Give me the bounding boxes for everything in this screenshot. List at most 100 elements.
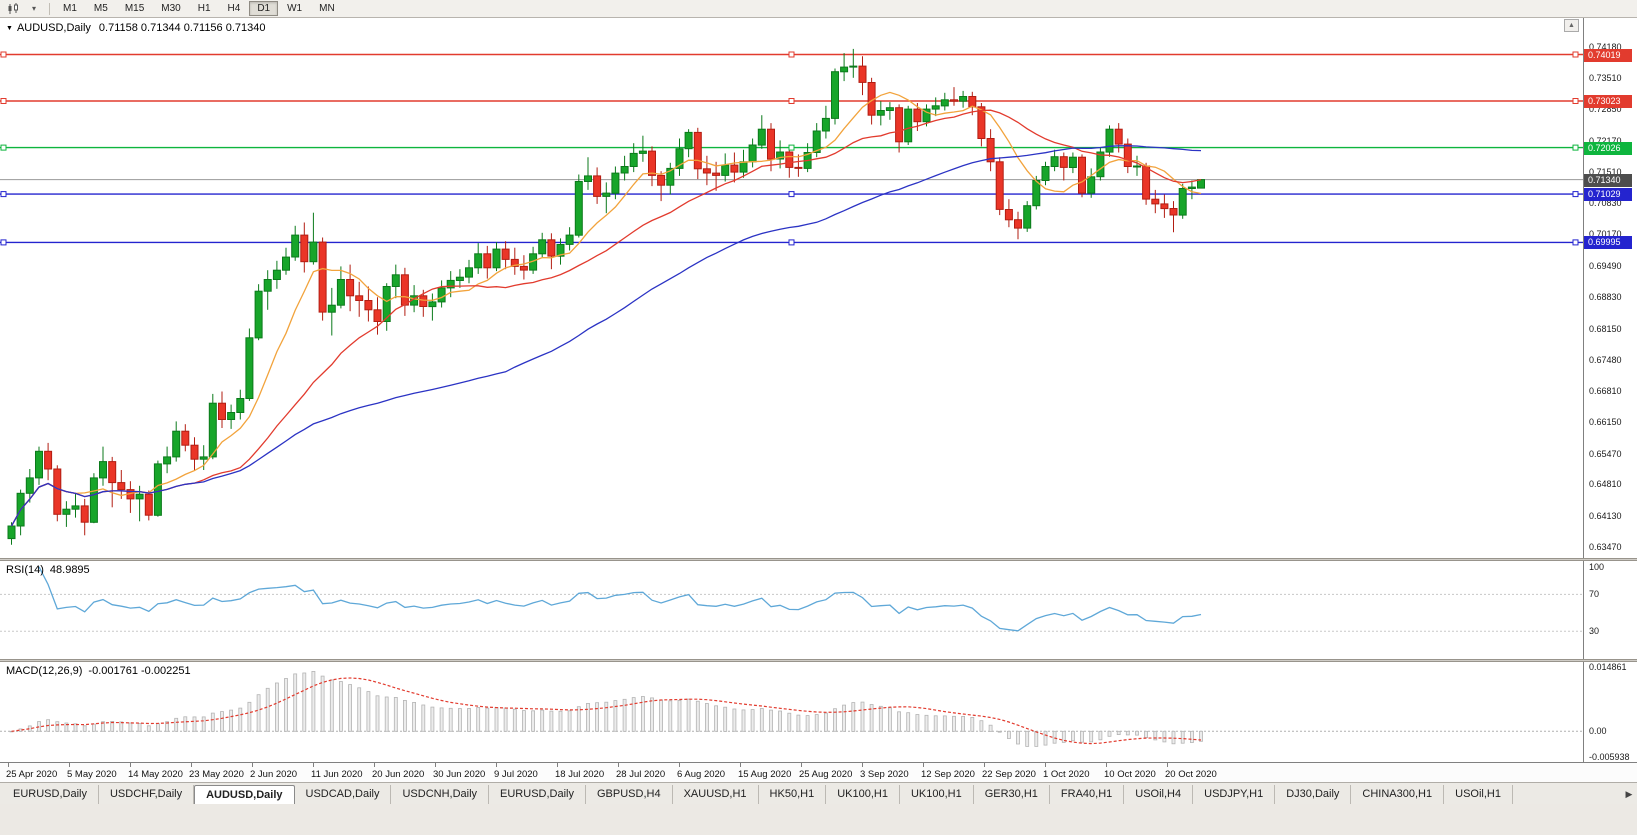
macd-histogram-bar xyxy=(677,700,682,732)
macd-plot[interactable] xyxy=(0,662,1583,762)
candle xyxy=(1014,219,1022,229)
candle xyxy=(190,444,199,460)
macd-histogram-bar xyxy=(942,715,947,732)
line-handle[interactable] xyxy=(0,239,7,246)
timeframe-button-w1[interactable]: W1 xyxy=(279,1,310,16)
tab-xauusd-h1[interactable]: XAUUSD,H1 xyxy=(673,785,759,804)
chart-collapse-icon[interactable]: ▼ xyxy=(6,25,13,32)
line-handle[interactable] xyxy=(1572,239,1579,246)
line-handle[interactable] xyxy=(1572,191,1579,198)
chart-dropdown-caret-icon[interactable]: ▾ xyxy=(24,1,44,16)
tab-usdcad-daily[interactable]: USDCAD,Daily xyxy=(295,785,392,804)
tab-china300-h1[interactable]: CHINA300,H1 xyxy=(1351,785,1445,804)
line-handle[interactable] xyxy=(788,98,795,104)
tab-uk100-h1[interactable]: UK100,H1 xyxy=(900,785,974,804)
timeframe-button-m5[interactable]: M5 xyxy=(86,1,116,16)
macd-axis[interactable]: 0.014861 0.00 -0.005938 xyxy=(1583,662,1637,762)
macd-histogram-bar xyxy=(695,700,700,732)
chart-scroll-up-button[interactable]: ▲ xyxy=(1564,19,1579,32)
line-handle[interactable] xyxy=(788,191,795,198)
candle xyxy=(437,287,446,303)
line-handle[interactable] xyxy=(1572,51,1579,58)
candle xyxy=(1178,188,1187,216)
date-tick xyxy=(801,763,802,767)
tab-usoil-h4[interactable]: USOil,H4 xyxy=(1124,785,1194,804)
candle xyxy=(666,167,675,186)
tab-dj30-daily[interactable]: DJ30,Daily xyxy=(1275,785,1352,804)
candle xyxy=(995,161,1004,210)
timeframe-button-m15[interactable]: M15 xyxy=(117,1,152,16)
candle xyxy=(648,150,656,176)
timeframe-button-m1[interactable]: M1 xyxy=(55,1,85,16)
line-handle[interactable] xyxy=(0,98,7,104)
line-handle[interactable] xyxy=(1572,144,1579,151)
rsi-plot[interactable] xyxy=(0,561,1583,659)
macd-histogram-bar xyxy=(73,723,78,732)
rsi-axis-label: 70 xyxy=(1589,589,1600,599)
tab-hk50-h1[interactable]: HK50,H1 xyxy=(759,785,827,804)
macd-histogram-bar xyxy=(329,679,334,732)
macd-histogram-bar xyxy=(952,715,956,732)
timeframe-button-mn[interactable]: MN xyxy=(311,1,343,16)
tab-usdjpy-h1[interactable]: USDJPY,H1 xyxy=(1193,785,1276,804)
timeframe-button-h4[interactable]: H4 xyxy=(220,1,249,16)
line-handle[interactable] xyxy=(0,144,7,151)
timeframe-button-h1[interactable]: H1 xyxy=(190,1,219,16)
price-chart-plot[interactable] xyxy=(0,18,1583,558)
line-handle[interactable] xyxy=(0,191,7,198)
tab-fra40-h1[interactable]: FRA40,H1 xyxy=(1050,785,1125,804)
tab-gbpusd-h4[interactable]: GBPUSD,H4 xyxy=(586,785,673,804)
macd-histogram-bar xyxy=(531,710,535,732)
macd-histogram-bar xyxy=(1116,730,1121,736)
macd-histogram-bar xyxy=(522,710,526,732)
rsi-axis[interactable]: 100 70 30 xyxy=(1583,561,1637,659)
tab-ger30-h1[interactable]: GER30,H1 xyxy=(974,785,1050,804)
candle xyxy=(1087,176,1096,194)
candle xyxy=(501,248,510,260)
macd-histogram-bar xyxy=(961,716,965,732)
date-label: 3 Sep 2020 xyxy=(860,769,909,780)
date-label: 15 Aug 2020 xyxy=(738,769,792,780)
candle xyxy=(7,525,16,540)
price-axis[interactable]: 0.74180 0.73510 0.72850 0.72170 0.71510 0.708… xyxy=(1583,18,1637,558)
line-handle[interactable] xyxy=(788,51,795,58)
macd-histogram-bar xyxy=(229,709,234,732)
candle xyxy=(721,164,730,176)
candle xyxy=(1114,128,1123,145)
tab-audusd-daily[interactable]: AUDUSD,Daily xyxy=(194,785,295,804)
macd-histogram-bar xyxy=(833,708,837,732)
timeframe-button-m30[interactable]: M30 xyxy=(153,1,188,16)
candle xyxy=(153,463,162,516)
price-tag: 0.74019 xyxy=(1584,49,1632,62)
panel-resize-handle[interactable] xyxy=(0,558,1637,561)
line-handle[interactable] xyxy=(0,51,7,58)
tab-uk100-h1[interactable]: UK100,H1 xyxy=(826,785,900,804)
tab-scroll-right-icon[interactable]: ▶ xyxy=(1625,789,1633,799)
candle xyxy=(263,279,272,292)
tab-eurusd-daily[interactable]: EURUSD,Daily xyxy=(2,785,99,804)
tab-eurusd-daily[interactable]: EURUSD,Daily xyxy=(489,785,586,804)
timeframe-button-d1[interactable]: D1 xyxy=(249,1,279,16)
panel-resize-handle[interactable] xyxy=(0,659,1637,662)
main-chart-window: ▼ AUDUSD,Daily 0.71158 0.71344 0.71156 0.7… xyxy=(0,18,1637,558)
tab-usdchf-daily[interactable]: USDCHF,Daily xyxy=(99,785,195,804)
tab-usoil-h1[interactable]: USOil,H1 xyxy=(1444,785,1513,804)
date-axis[interactable]: 25 Apr 2020 5 May 2020 14 May 2020 23 May 2… xyxy=(0,762,1637,782)
chart-symbol-period: AUDUSD,Daily xyxy=(16,22,91,34)
macd-histogram-bar xyxy=(430,706,435,732)
candle xyxy=(858,65,867,83)
line-handle[interactable] xyxy=(788,144,795,151)
price-axis-label: 0.66150 xyxy=(1589,417,1622,427)
line-handle[interactable] xyxy=(788,239,795,246)
macd-histogram-bar xyxy=(338,681,343,732)
macd-histogram-bar xyxy=(421,704,426,732)
macd-histogram-bar xyxy=(1025,730,1030,747)
date-label: 20 Oct 2020 xyxy=(1165,769,1217,780)
candle xyxy=(218,402,226,421)
tab-usdcnh-daily[interactable]: USDCNH,Daily xyxy=(391,785,490,804)
macd-histogram-bar xyxy=(439,707,444,732)
line-handle[interactable] xyxy=(1572,98,1579,104)
price-axis-label: 0.67480 xyxy=(1589,355,1622,365)
price-axis-label: 0.72850 xyxy=(1589,104,1622,114)
candlestick-chart-icon[interactable] xyxy=(3,1,23,16)
